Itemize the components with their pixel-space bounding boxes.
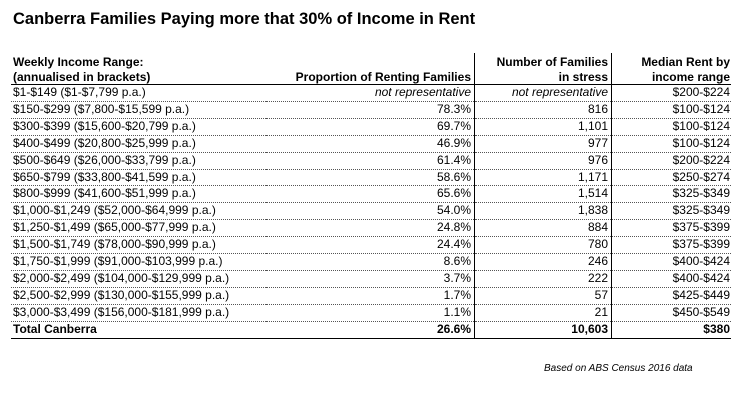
header-rent-line2: income range [651,69,730,84]
rent-cell: $400-$424 [611,253,731,271]
families-cell: 222 [474,270,612,288]
families-cell: 816 [474,101,612,119]
table-row: $1,250-$1,499 ($65,000-$77,999 p.a.) 24.8… [11,219,731,238]
table-row: $2,500-$2,999 ($130,000-$155,999 p.a.) 1.… [11,287,731,305]
proportion-cell: 24.4% [266,236,475,255]
table-row: $3,000-$3,499 ($156,000-$181,999 p.a.) 1.… [11,304,731,322]
table-row: $1,750-$1,999 ($91,000-$103,999 p.a.) 8.6… [11,253,731,271]
rent-cell: $200-$224 [611,84,731,102]
families-cell: 976 [474,152,612,170]
rent-cell: $200-$224 [611,152,731,170]
families-cell: 977 [474,135,612,153]
proportion-cell: 46.9% [266,135,475,153]
proportion-cell: 8.6% [266,253,475,271]
income-range-cell: $3,000-$3,499 ($156,000-$181,999 p.a.) [11,304,266,322]
table-row: $500-$649 ($26,000-$33,799 p.a.) 61.4% 976… [11,152,731,170]
families-cell: 246 [474,253,612,271]
income-range-cell: $1,250-$1,499 ($65,000-$77,999 p.a.) [11,219,266,238]
proportion-cell: 78.3% [266,101,475,119]
income-range-cell: $400-$499 ($20,800-$25,999 p.a.) [11,135,266,153]
rent-cell: $425-$449 [611,287,731,305]
families-cell: not representative [474,84,612,102]
header-proportion: Proportion of Renting Families [266,53,475,85]
families-cell: 1,838 [474,202,612,221]
proportion-cell: 3.7% [266,270,475,288]
table-row: $300-$399 ($15,600-$20,799 p.a.) 69.7% 1,1… [11,118,731,136]
table-row: $1,000-$1,249 ($52,000-$64,999 p.a.) 54.0… [11,202,731,221]
income-range-cell: $1-$149 ($1-$7,799 p.a.) [11,84,266,102]
table-row: $2,000-$2,499 ($104,000-$129,999 p.a.) 3.… [11,270,731,288]
income-range-cell: $800-$999 ($41,600-$51,999 p.a.) [11,185,266,204]
header-rent-line1: Median Rent by [641,55,730,69]
income-range-cell: $1,500-$1,749 ($78,000-$90,999 p.a.) [11,236,266,255]
families-cell: 1,171 [474,169,612,187]
income-range-cell: $650-$799 ($33,800-$41,599 p.a.) [11,169,266,187]
rent-cell: $100-$124 [611,118,731,136]
proportion-cell: 1.7% [266,287,475,305]
rent-cell: $375-$399 [611,219,731,238]
table-row: $800-$999 ($41,600-$51,999 p.a.) 65.6% 1,5… [11,185,731,204]
families-cell: 57 [474,287,612,305]
proportion-cell: 61.4% [266,152,475,170]
rent-stress-table: Weekly Income Range: (annualised in brack… [11,53,731,339]
income-range-cell: $1,000-$1,249 ($52,000-$64,999 p.a.) [11,202,266,221]
rent-cell: $325-$349 [611,202,731,221]
income-range-cell: $150-$299 ($7,800-$15,599 p.a.) [11,101,266,119]
total-families: 10,603 [474,321,612,339]
families-cell: 884 [474,219,612,238]
table-row: $1-$149 ($1-$7,799 p.a.) not representati… [11,84,731,102]
total-rent: $380 [611,321,731,339]
table-row: $150-$299 ($7,800-$15,599 p.a.) 78.3% 816 $… [11,101,731,119]
rent-cell: $325-$349 [611,185,731,204]
table-row: $400-$499 ($20,800-$25,999 p.a.) 46.9% 977… [11,135,731,153]
header-income-line1: Weekly Income Range: [13,55,144,69]
header-income-range: Weekly Income Range: (annualised in brack… [11,53,266,85]
rent-cell: $375-$399 [611,236,731,255]
rent-cell: $100-$124 [611,101,731,119]
proportion-cell: not representative [266,84,475,102]
page-title: Canberra Families Paying more that 30% o… [13,10,476,28]
rent-cell: $250-$274 [611,169,731,187]
proportion-cell: 24.8% [266,219,475,238]
total-label: Total Canberra [11,321,266,339]
families-cell: 780 [474,236,612,255]
source-note: Based on ABS Census 2016 data [544,363,693,374]
income-range-cell: $300-$399 ($15,600-$20,799 p.a.) [11,118,266,136]
proportion-cell: 54.0% [266,202,475,221]
income-range-cell: $2,500-$2,999 ($130,000-$155,999 p.a.) [11,287,266,305]
table-header-row: Weekly Income Range: (annualised in brack… [11,53,731,85]
rent-cell: $450-$549 [611,304,731,322]
income-range-cell: $500-$649 ($26,000-$33,799 p.a.) [11,152,266,170]
header-families: Number of Families in stress [474,53,612,85]
total-proportion: 26.6% [266,321,475,339]
proportion-cell: 69.7% [266,118,475,136]
income-range-cell: $2,000-$2,499 ($104,000-$129,999 p.a.) [11,270,266,288]
proportion-cell: 1.1% [266,304,475,322]
table-row: $650-$799 ($33,800-$41,599 p.a.) 58.6% 1,1… [11,169,731,187]
proportion-cell: 65.6% [266,185,475,204]
rent-cell: $100-$124 [611,135,731,153]
proportion-cell: 58.6% [266,169,475,187]
rent-cell: $400-$424 [611,270,731,288]
table-total-row: Total Canberra 26.6% 10,603 $380 [11,321,731,339]
header-families-line1: Number of Families [496,55,608,69]
table-row: $1,500-$1,749 ($78,000-$90,999 p.a.) 24.4… [11,236,731,255]
table-body: $1-$149 ($1-$7,799 p.a.) not representati… [11,84,731,339]
families-cell: 1,514 [474,185,612,204]
header-families-line2: in stress [558,69,608,84]
income-range-cell: $1,750-$1,999 ($91,000-$103,999 p.a.) [11,253,266,271]
families-cell: 21 [474,304,612,322]
families-cell: 1,101 [474,118,612,136]
header-rent: Median Rent by income range [611,53,731,85]
header-income-line2: (annualised in brackets) [13,69,151,84]
